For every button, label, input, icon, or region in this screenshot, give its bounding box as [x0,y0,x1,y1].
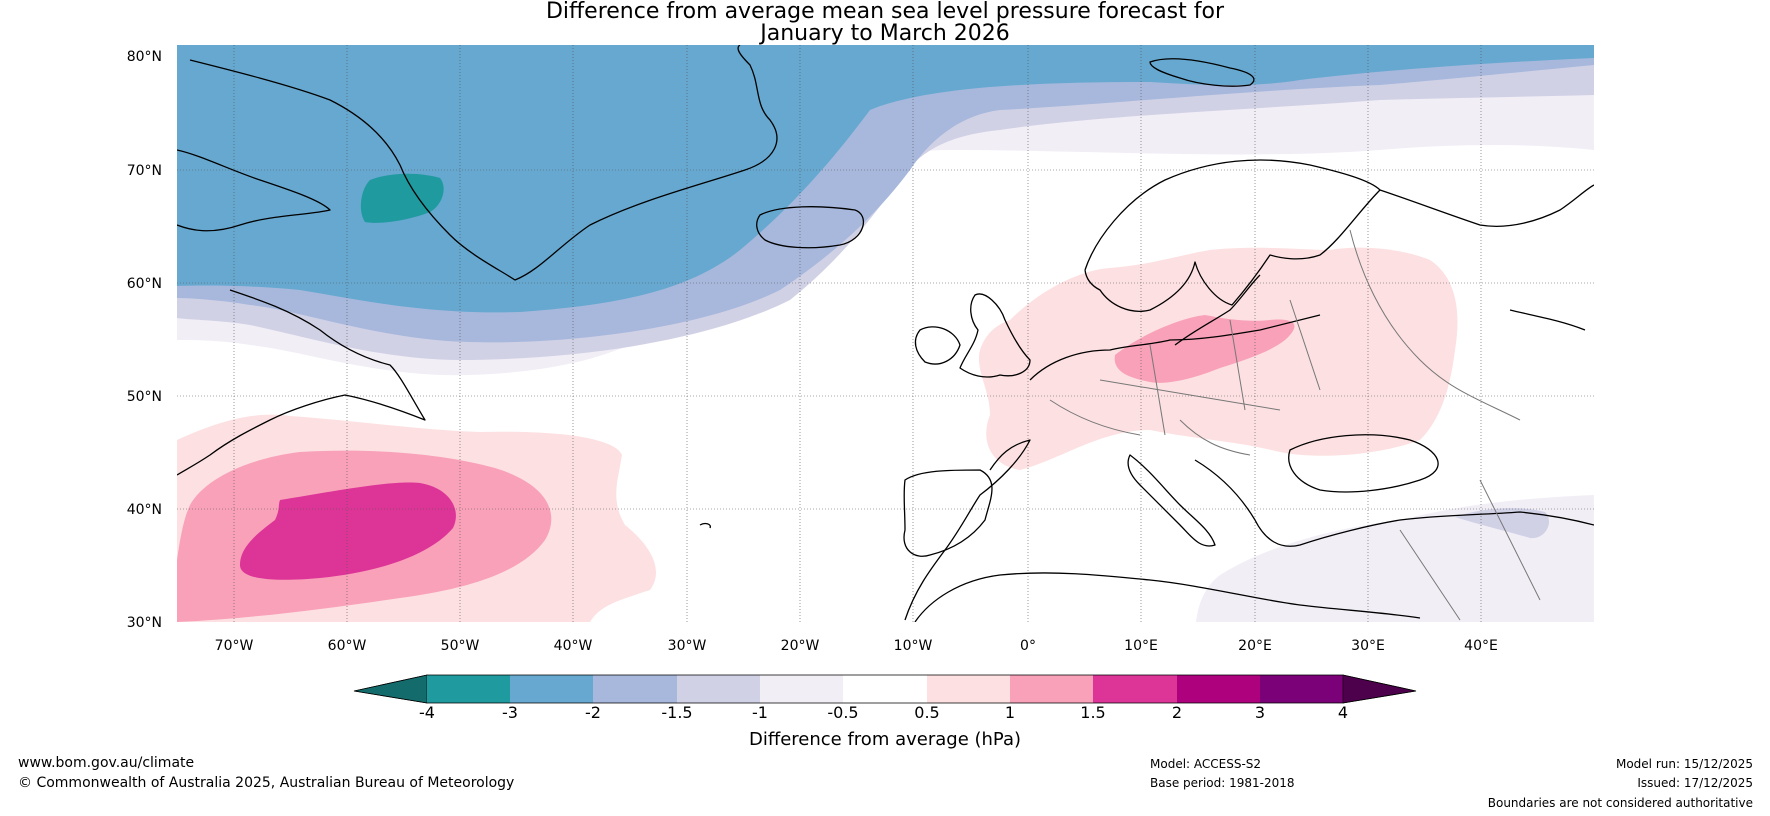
lat-label: 60°N [127,276,162,292]
lon-label: 50°W [441,638,480,654]
colorbar-tick-label: 3 [1255,703,1265,722]
base-period: Base period: 1981-2018 [1150,776,1295,790]
lat-label: 70°N [127,163,162,179]
anomaly-band-plus-1-5-atlantic [240,482,456,580]
colorbar-segment [1010,675,1093,703]
copyright-text: © Commonwealth of Australia 2025, Austra… [18,775,515,791]
lon-label: 10°E [1124,638,1158,654]
colorbar-tick-label: 1.5 [1080,703,1105,722]
colorbar-tick-label: -2 [585,703,601,722]
colorbar-segment [427,675,510,703]
colorbar-tick-label: -4 [419,703,435,722]
map-title-line2: January to March 2026 [760,21,1010,46]
graticule [177,45,1594,622]
colorbar-tick-label: 4 [1338,703,1348,722]
colorbar-segment [760,675,843,703]
lon-label: 10°W [894,638,933,654]
colorbar-segment [843,675,927,703]
colorbar-segment [593,675,677,703]
colorbar-tick-label: 0.5 [914,703,939,722]
lon-label: 0° [1020,638,1036,654]
lon-label: 30°W [668,638,707,654]
colorbar-segment [927,675,1010,703]
latitude-labels: 30°N 40°N 50°N 60°N 70°N 80°N [127,49,162,631]
colorbar-label: Difference from average (hPa) [749,729,1021,750]
colorbar-segment [1093,675,1177,703]
website-link[interactable]: www.bom.gov.au/climate [18,755,195,771]
lon-label: 70°W [215,638,254,654]
colorbar-segment [510,675,593,703]
coastlines [177,45,1594,622]
model-name: Model: ACCESS-S2 [1150,757,1262,771]
boundaries-disclaimer: Boundaries are not considered authoritat… [1487,796,1753,810]
colorbar-segment [1260,675,1343,703]
lat-label: 50°N [127,389,162,405]
colorbar-tick-label: -3 [502,703,518,722]
colorbar-segment [677,675,760,703]
colorbar-tick-label: -1 [752,703,768,722]
lon-label: 40°W [554,638,593,654]
colorbar: -4 -3 -2 -1.5 -1 -0.5 0.5 1 1.5 2 3 4 Di… [353,674,1417,750]
lon-label: 60°W [328,638,367,654]
map-panel [177,45,1594,622]
colorbar-tick-label: -0.5 [827,703,858,722]
lon-label: 20°E [1238,638,1272,654]
colorbar-tick-label: 1 [1005,703,1015,722]
colorbar-tick-label: 2 [1172,703,1182,722]
lon-label: 20°W [781,638,820,654]
country-borders [1049,229,1541,621]
anomaly-band-minus-2 [177,45,1594,313]
colorbar-tick-label: -1.5 [661,703,692,722]
lon-label: 30°E [1351,638,1385,654]
lat-label: 30°N [127,615,162,631]
colorbar-segment [1177,675,1260,703]
issued-date: Issued: 17/12/2025 [1637,776,1753,790]
lat-label: 80°N [127,49,162,65]
map-title-line1: Difference from average mean sea level p… [545,0,1225,24]
lat-label: 40°N [127,502,162,518]
anomaly-patch-minus-3 [360,173,444,223]
longitude-labels: 70°W 60°W 50°W 40°W 30°W 20°W 10°W 0° 10… [215,638,1498,654]
lon-label: 40°E [1464,638,1498,654]
model-run-date: Model run: 15/12/2025 [1615,757,1753,771]
